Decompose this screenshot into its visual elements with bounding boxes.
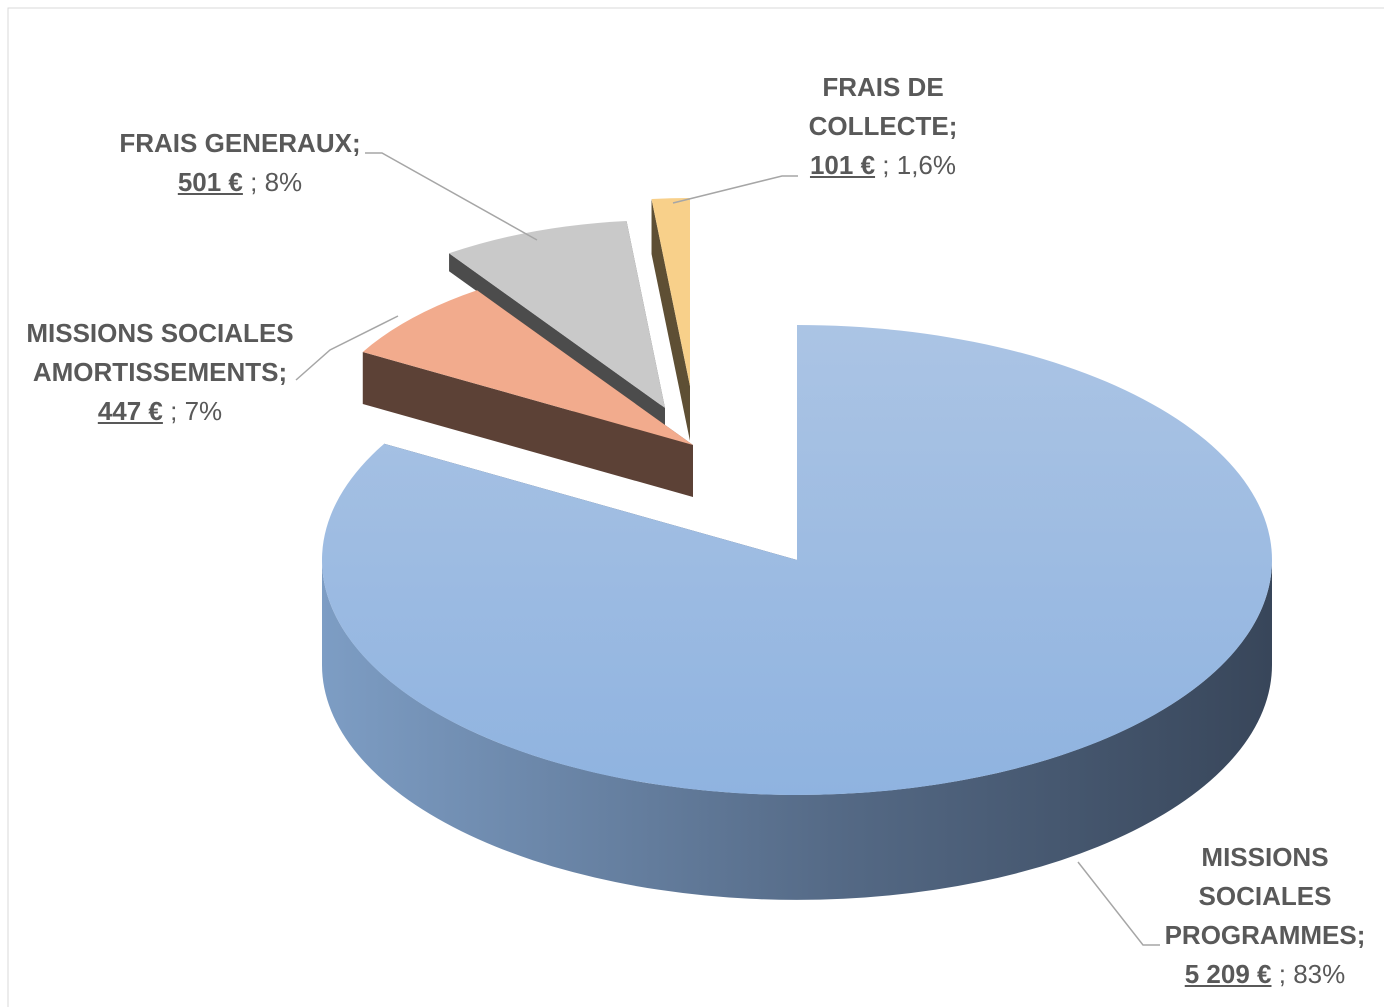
label-values: 501 € ; 8% [80,163,400,202]
category-name: MISSIONS SOCIALES AMORTISSEMENTS [26,318,294,387]
category-name: FRAIS DE COLLECTE [808,72,949,141]
data-label: MISSIONS SOCIALES PROGRAMMES; 5 209 € ; 8… [1145,838,1384,994]
label-values: 101 € ; 1,6% [808,146,958,185]
percent-label: 83% [1293,959,1346,989]
slice-side [449,253,665,426]
percent-label: 1,6% [896,150,957,180]
leader-line [295,315,399,381]
slice-wall [322,560,1272,900]
slice [651,198,690,386]
data-label: MISSIONS SOCIALES AMORTISSEMENTS; 447 € ;… [10,314,310,431]
separator: ; [170,396,178,426]
percent-label: 7% [184,396,223,426]
separator: ; [948,111,958,141]
data-label: FRAIS DE COLLECTE; 101 € ; 1,6% [808,68,958,185]
label-name: FRAIS GENERAUX; [80,124,400,163]
slice-side [651,198,690,441]
slice [449,220,665,408]
separator: ; [882,150,890,180]
separator: ; [1278,959,1286,989]
percent-label: 8% [264,167,303,197]
label-name: MISSIONS SOCIALES PROGRAMMES; [1145,838,1384,955]
slice-side [362,351,693,497]
chart-border [7,7,1384,1007]
label-name: MISSIONS SOCIALES AMORTISSEMENTS; [10,314,310,392]
separator: ; [250,167,258,197]
data-label: FRAIS GENERAUX; 501 € ; 8% [80,124,400,202]
value-label: 501 € [177,167,243,197]
slice [362,290,693,445]
value-label: 101 € [809,150,876,180]
leader-line [365,152,538,241]
separator: ; [351,128,361,158]
category-name: MISSIONS SOCIALES PROGRAMMES [1164,842,1357,950]
label-values: 5 209 € ; 83% [1145,955,1384,994]
leader-line [672,175,798,204]
label-values: 447 € ; 7% [10,392,310,431]
category-name: FRAIS GENERAUX [119,128,352,158]
separator: ; [1356,920,1366,950]
label-name: FRAIS DE COLLECTE; [808,68,958,146]
separator: ; [278,357,288,387]
leader-line [1077,861,1160,946]
value-label: 5 209 € [1184,959,1272,989]
value-label: 447 € [97,396,163,426]
slice [321,325,1272,795]
